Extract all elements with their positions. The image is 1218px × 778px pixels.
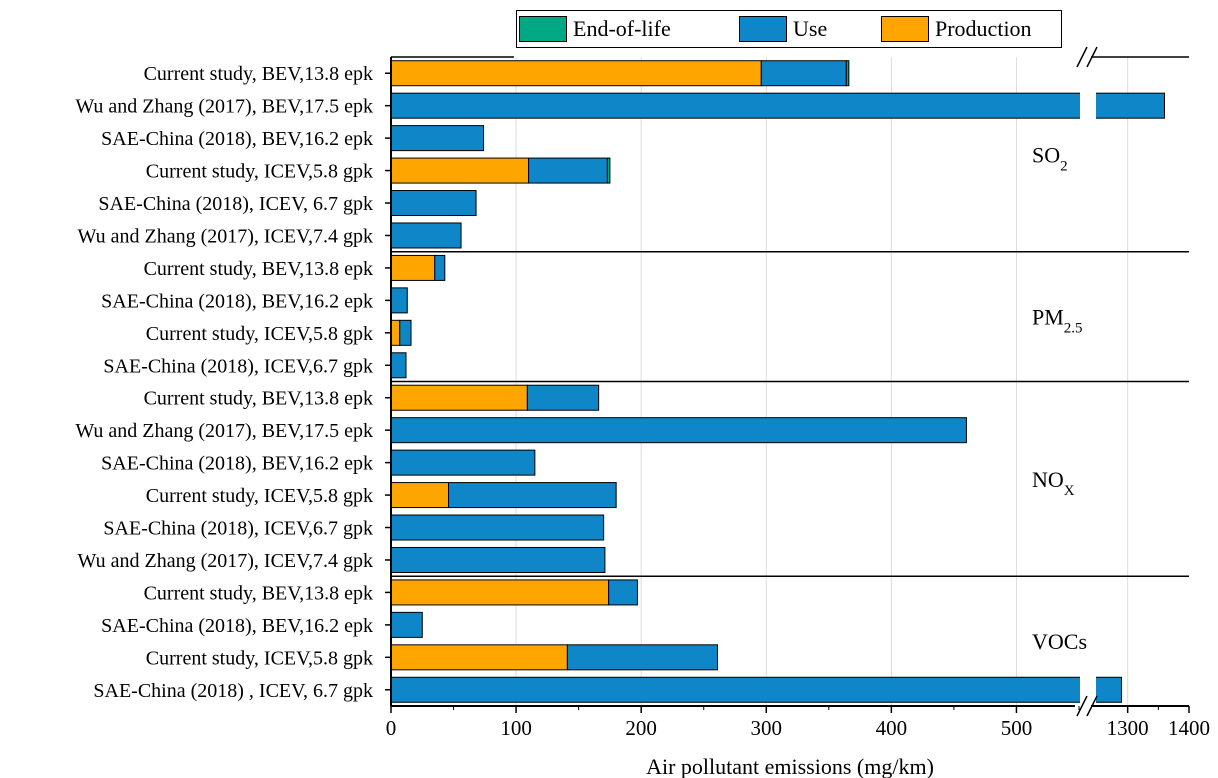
category-label: SAE-China (2018), ICEV,6.7 gpk	[103, 518, 373, 540]
bar-segment-production	[390, 579, 610, 606]
bar-segment-use	[390, 676, 1123, 703]
bar-segment-production	[390, 60, 762, 87]
bar-segment-use	[434, 254, 446, 281]
bar-segment-production	[390, 384, 528, 411]
bar-segment-use	[390, 417, 967, 444]
category-label: Wu and Zhang (2017), ICEV,7.4 gpk	[78, 225, 373, 247]
bar-segment-use	[390, 514, 605, 541]
category-label: Current study, ICEV,5.8 gpk	[146, 485, 373, 507]
category-label: Current study, BEV,13.8 epk	[144, 582, 373, 604]
legend-label-use: Use	[793, 16, 828, 41]
category-label: Current study, BEV,13.8 epk	[144, 388, 373, 410]
legend-swatch-use	[739, 16, 787, 42]
bar-segment-use	[390, 190, 477, 217]
x-tick-label: 1400	[1168, 716, 1210, 740]
bar-segment-use	[528, 157, 608, 184]
bar-segment-use	[526, 384, 600, 411]
group-label: NOX	[1032, 467, 1075, 499]
x-axis-label: Air pollutant emissions (mg/km)	[646, 754, 934, 778]
bar-segment-use	[390, 222, 462, 249]
legend-swatch-production	[881, 16, 929, 42]
bar-segment-use	[448, 482, 617, 509]
legend-swatch-end-of-life	[519, 16, 567, 42]
bar-segment-production	[390, 644, 568, 671]
category-label: SAE-China (2018), BEV,16.2 epk	[101, 453, 373, 475]
category-label: Wu and Zhang (2017), BEV,17.5 epk	[75, 420, 373, 442]
category-label: SAE-China (2018) , ICEV, 6.7 gpk	[93, 680, 373, 702]
x-tick-label: 300	[751, 716, 783, 740]
legend: End-of-life Use Production	[516, 10, 1062, 48]
bar-segment-use	[390, 546, 606, 573]
x-tick-label: 400	[876, 716, 908, 740]
x-tick-label: 200	[625, 716, 657, 740]
legend-item-production: Production	[881, 15, 1032, 43]
legend-item-end-of-life: End-of-life	[519, 15, 671, 43]
bar-segment-use	[399, 319, 412, 346]
category-label: Current study, ICEV,5.8 gpk	[146, 647, 373, 669]
axis-break-mark	[1086, 46, 1098, 68]
group-label: VOCs	[1032, 629, 1087, 654]
bar-segment-use	[760, 60, 847, 87]
bar-segment-use	[390, 125, 485, 152]
category-label: Current study, ICEV,5.8 gpk	[146, 161, 373, 183]
category-label: SAE-China (2018), ICEV, 6.7 gpk	[98, 193, 373, 215]
legend-item-use: Use	[739, 15, 827, 43]
bar-segment-eol	[845, 60, 850, 87]
bar-segment-production	[390, 254, 436, 281]
category-label: Wu and Zhang (2017), BEV,17.5 epk	[75, 96, 373, 118]
axis-break-mark	[1076, 695, 1088, 717]
legend-label-end-of-life: End-of-life	[573, 16, 671, 41]
axis-break-mark	[1086, 695, 1098, 717]
axis-break-gap	[1080, 676, 1096, 704]
category-label: Wu and Zhang (2017), ICEV,7.4 gpk	[78, 550, 373, 572]
category-label: Current study, ICEV,5.8 gpk	[146, 323, 373, 345]
bar-segment-use	[390, 449, 536, 476]
x-tick-label: 0	[386, 716, 397, 740]
bar-segment-use	[608, 579, 638, 606]
bar-segment-eol	[606, 157, 611, 184]
category-label: SAE-China (2018), ICEV,6.7 gpk	[103, 355, 373, 377]
legend-label-production: Production	[935, 16, 1032, 41]
axis-break-gap	[1080, 92, 1096, 120]
category-label: SAE-China (2018), BEV,16.2 epk	[101, 615, 373, 637]
category-label: Current study, BEV,13.8 epk	[144, 63, 373, 85]
bar-segment-production	[390, 157, 530, 184]
bar-segment-production	[390, 319, 401, 346]
bar-segment-use	[390, 92, 1165, 119]
category-label: Current study, BEV,13.8 epk	[144, 258, 373, 280]
x-tick-label: 100	[500, 716, 532, 740]
bar-segment-use	[566, 644, 718, 671]
x-tick-label: 500	[1001, 716, 1033, 740]
axis-break-mark	[1076, 46, 1088, 68]
bar-segment-use	[390, 611, 423, 638]
category-label: SAE-China (2018), BEV,16.2 epk	[101, 128, 373, 150]
bar-segment-use	[390, 287, 408, 314]
bar-segment-use	[390, 352, 407, 379]
group-label: PM2.5	[1032, 305, 1083, 337]
group-label: SO2	[1032, 142, 1068, 174]
category-label: SAE-China (2018), BEV,16.2 epk	[101, 290, 373, 312]
x-tick-label: 1300	[1107, 716, 1149, 740]
bar-segment-production	[390, 482, 450, 509]
